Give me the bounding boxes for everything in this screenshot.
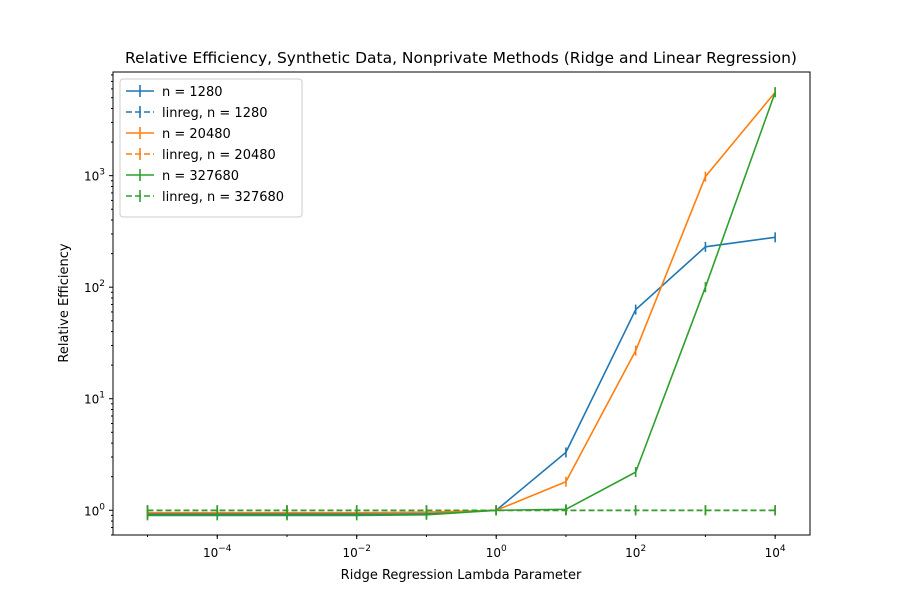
y-tick-label-3: 103 bbox=[84, 168, 105, 184]
series-layer bbox=[146, 87, 776, 521]
y-tick-label-2: 102 bbox=[84, 279, 105, 295]
chart-title: Relative Efficiency, Synthetic Data, Non… bbox=[125, 49, 797, 67]
legend-box bbox=[119, 78, 303, 218]
legend-label-5: linreg, n = 327680 bbox=[162, 190, 284, 205]
legend-label-3: linreg, n = 20480 bbox=[162, 148, 276, 163]
legend-label-0: n = 1280 bbox=[162, 85, 222, 100]
legend: n = 1280 linreg, n = 1280 n = 20480 linreg,… bbox=[119, 78, 303, 218]
x-tick-label-2: 100 bbox=[486, 544, 507, 560]
x-tick-label-3: 102 bbox=[625, 544, 646, 560]
y-tick-label-1: 101 bbox=[84, 391, 105, 407]
series-5 bbox=[146, 505, 776, 516]
legend-label-2: n = 20480 bbox=[162, 127, 231, 142]
legend-label-4: n = 327680 bbox=[162, 169, 239, 184]
x-tick-label-1: 10−2 bbox=[342, 544, 371, 560]
series-line-4 bbox=[147, 91, 776, 517]
legend-label-1: linreg, n = 1280 bbox=[162, 106, 268, 121]
series-line-2 bbox=[147, 91, 776, 514]
y-axis-label: Relative Efficiency bbox=[57, 243, 72, 362]
x-tick-label-4: 104 bbox=[765, 544, 786, 560]
y-tick-label-0: 100 bbox=[84, 502, 105, 518]
plot-area-frame bbox=[112, 71, 811, 536]
x-axis-label: Ridge Regression Lambda Parameter bbox=[341, 568, 582, 583]
x-tick-label-0: 10−4 bbox=[203, 544, 232, 560]
